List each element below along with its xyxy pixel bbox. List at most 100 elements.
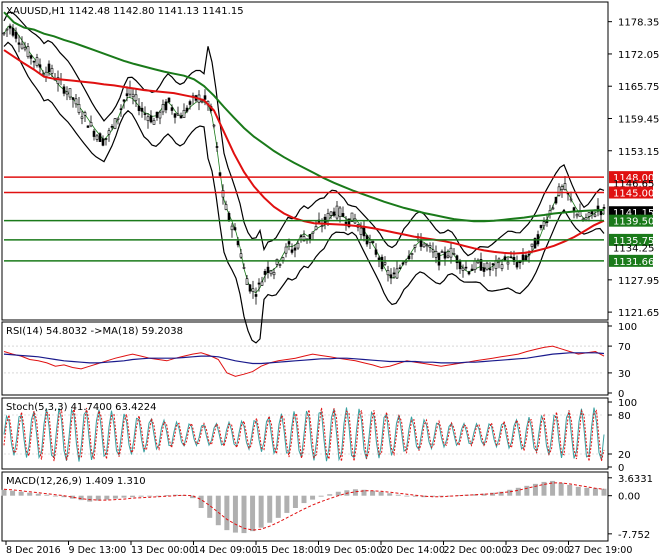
candle-body xyxy=(602,207,606,209)
candle-body xyxy=(11,27,15,36)
macd-histogram-bar xyxy=(558,482,564,496)
macd-histogram-bar xyxy=(130,495,136,498)
macd-histogram-bar xyxy=(301,495,307,504)
macd-histogram-bar xyxy=(404,495,410,497)
price-tag-bg xyxy=(609,186,653,199)
candle-body xyxy=(299,235,303,238)
candle-body xyxy=(524,255,528,261)
macd-histogram-bar xyxy=(507,489,513,496)
candle-body xyxy=(14,31,18,39)
price-axis-tick-label: 1153.15 xyxy=(618,147,659,158)
x-axis-tick-label: 9 Dec 13:00 xyxy=(69,545,127,556)
candle-body xyxy=(389,274,393,279)
candle-body xyxy=(563,183,567,191)
macd-histogram-bar xyxy=(275,495,281,518)
candle-body xyxy=(218,172,222,176)
macd-histogram-bar xyxy=(395,494,401,496)
candle-body xyxy=(395,268,399,279)
price-tag-label: 1146.65 xyxy=(613,179,654,190)
candle-body xyxy=(182,109,186,118)
candle-body xyxy=(275,258,279,265)
macd-histogram-bar xyxy=(61,495,67,498)
macd-histogram-bar xyxy=(112,495,118,499)
price-tag-bg xyxy=(609,214,653,227)
candle-body xyxy=(257,282,261,285)
candle-body xyxy=(302,236,306,242)
x-axis-tick-label: 23 Dec 09:00 xyxy=(506,545,570,556)
candle-body xyxy=(164,101,168,111)
candle-body xyxy=(56,77,60,84)
lower-band xyxy=(3,41,605,344)
candle-body xyxy=(401,262,405,265)
x-axis-tick-label: 27 Dec 19:00 xyxy=(569,545,633,556)
macd-axis-tick-label: 0.00 xyxy=(618,492,640,503)
candle-body xyxy=(392,272,396,275)
candle-body xyxy=(461,267,465,271)
candle-body xyxy=(551,207,555,210)
macd-histogram-bar xyxy=(601,488,607,496)
macd-histogram-bar xyxy=(87,495,93,502)
candle-body xyxy=(383,262,387,265)
candle-body xyxy=(260,281,264,286)
stoch-signal-line xyxy=(3,407,605,462)
candle-body xyxy=(530,243,534,247)
candle-body xyxy=(26,46,30,58)
candle-body xyxy=(71,97,75,100)
price-tag-label: 1131.66 xyxy=(613,257,654,268)
macd-histogram-bar xyxy=(412,495,418,497)
candle-body xyxy=(185,107,189,112)
macd-histogram-bar xyxy=(515,487,521,496)
candle-body xyxy=(380,256,384,270)
macd-histogram-bar xyxy=(267,495,273,523)
candle-body xyxy=(332,211,336,216)
candle-body xyxy=(188,101,192,105)
x-axis-tick-label: 14 Dec 09:00 xyxy=(194,545,258,556)
candle-body xyxy=(284,246,288,254)
macd-histogram-bar xyxy=(575,486,581,496)
macd-histogram-bar xyxy=(327,494,333,496)
macd-histogram-bar xyxy=(147,495,153,497)
candle-body xyxy=(398,267,402,269)
candle-body xyxy=(113,118,117,129)
candle-body xyxy=(449,247,453,258)
macd-histogram-bar xyxy=(78,495,84,501)
x-axis-tick-label: 20 Dec 14:00 xyxy=(381,545,445,556)
candle-body xyxy=(83,112,87,116)
candle-body xyxy=(575,214,579,217)
macd-histogram-bar xyxy=(241,495,247,534)
candle-body xyxy=(236,240,240,246)
price-tag-label: 1134.25 xyxy=(613,244,654,255)
price-axis-tick-label: 1127.95 xyxy=(618,276,659,287)
candle-body xyxy=(248,284,252,292)
candle-body xyxy=(470,268,474,271)
candle-body xyxy=(131,93,135,98)
macd-histogram-bar xyxy=(52,495,58,497)
price-tag-label: 1139.50 xyxy=(613,217,654,228)
macd-axis-tick-label: 3.6331 xyxy=(618,474,653,485)
macd-histogram-bar xyxy=(121,495,127,498)
candle-body xyxy=(506,261,510,265)
candle-body xyxy=(362,227,366,237)
macd-histogram-bar xyxy=(352,489,358,496)
candle-body xyxy=(410,253,414,255)
macd-histogram-bar xyxy=(18,491,24,496)
candle-body xyxy=(230,225,234,231)
candle-body xyxy=(578,211,582,217)
candle-body xyxy=(92,130,96,137)
candle-body xyxy=(419,240,423,247)
candle-body xyxy=(134,94,138,101)
candle-body xyxy=(155,111,159,118)
candle-body xyxy=(65,91,69,95)
candle-body xyxy=(539,225,543,229)
candle-body xyxy=(386,270,390,276)
candle-body xyxy=(104,138,108,140)
price-tag-label: 1148.00 xyxy=(613,173,654,184)
candle-body xyxy=(89,122,93,127)
candle-body xyxy=(137,105,141,111)
candle-body xyxy=(239,253,243,258)
candle-body xyxy=(428,244,432,248)
candle-body xyxy=(149,115,153,123)
macd-histogram-bar xyxy=(95,495,101,501)
price-tag-bg xyxy=(609,233,653,246)
